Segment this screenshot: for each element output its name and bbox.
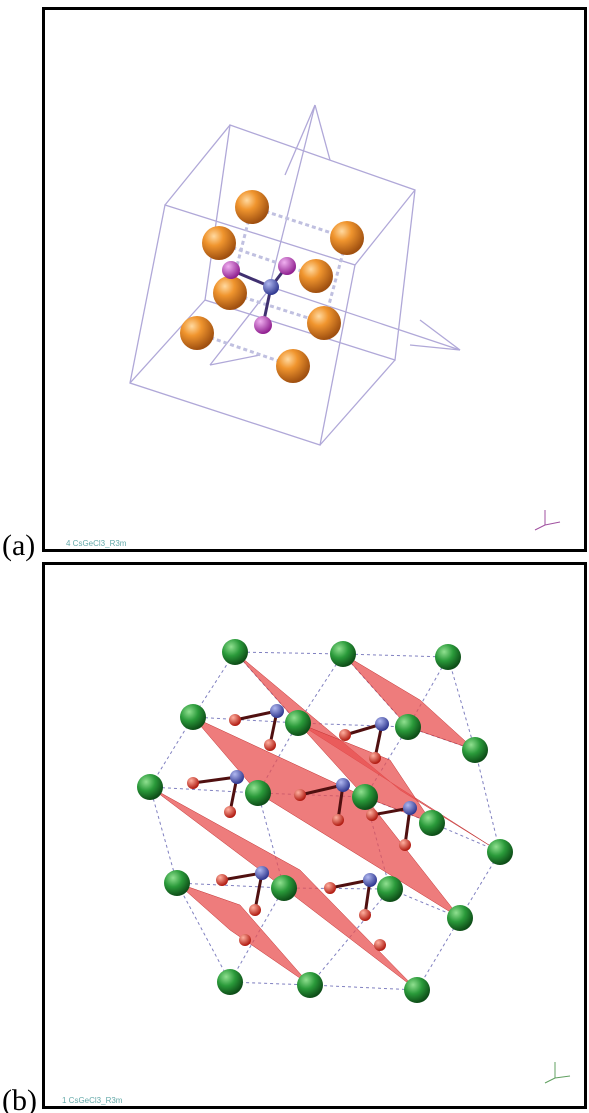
panel-caption: 1 CsGeCl3_R3m bbox=[62, 1096, 123, 1105]
ge-atom bbox=[263, 279, 279, 295]
panel-frame bbox=[44, 564, 586, 1108]
panel-caption: 4 CsGeCl3_R3m bbox=[66, 539, 127, 548]
panel-label: (b) bbox=[2, 1084, 37, 1113]
page: 4 CsGeCl3_R3m (a) bbox=[0, 0, 589, 1113]
panel-label: (a) bbox=[2, 529, 35, 562]
figure: 4 CsGeCl3_R3m (a) bbox=[0, 0, 589, 1113]
